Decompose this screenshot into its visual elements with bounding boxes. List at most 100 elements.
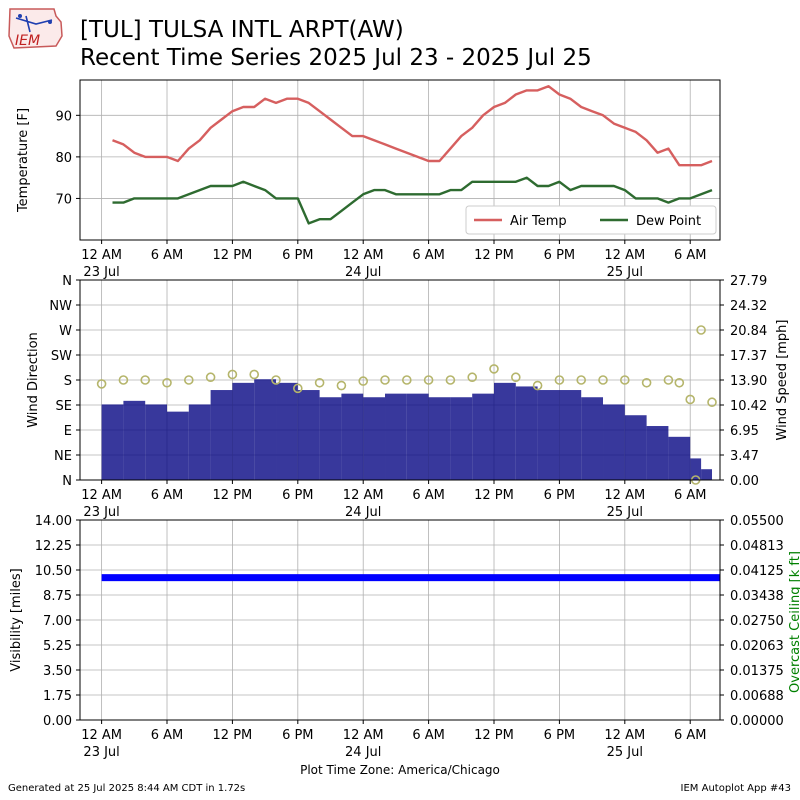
wind-speed-bar	[624, 415, 647, 480]
x-date-label: 24 Jul	[345, 265, 381, 280]
ceiling-axis-tick-label: 0.02063	[730, 639, 784, 654]
wind-direction-point	[423, 375, 434, 385]
wind-direction-axis-tick-label: N	[62, 274, 72, 289]
visibility-panel: 12 AM 6 AM 12 PM 6 PM 12 AM 6 AM 12 PM 6 PM 12 A…	[9, 514, 800, 760]
wind-speed-bar	[341, 393, 364, 480]
wind-speed-bar	[450, 397, 473, 480]
wind-speed-bar	[210, 390, 233, 480]
x-tick-label: 6 AM	[674, 728, 707, 743]
temperature-axis-label: Temperature [F]	[16, 108, 31, 213]
x-tick-label: 12 AM	[604, 248, 645, 263]
x-tick-label: 6 AM	[412, 248, 445, 263]
wind-direction-point	[511, 372, 521, 383]
wind-direction-axis-tick-label: E	[64, 424, 72, 439]
x-tick-label: 12 AM	[604, 728, 645, 743]
x-tick-label: 12 AM	[343, 488, 384, 503]
x-tick-label: 12 AM	[81, 248, 122, 263]
wind-panel: 12 AM 6 AM 12 PM 6 PM 12 AM 6 AM 12 PM 6 PM 12 A…	[26, 274, 790, 520]
x-tick-label: 6 PM	[282, 728, 313, 743]
wind-direction-point	[96, 379, 107, 389]
x-date-label: 24 Jul	[345, 745, 381, 760]
x-tick-label: 12 AM	[343, 728, 384, 743]
legend: Air Temp Dew Point	[465, 205, 717, 235]
x-tick-label: 6 PM	[282, 248, 313, 263]
wind-speed-bar	[167, 411, 189, 480]
x-tick-label: 6 AM	[151, 728, 184, 743]
wind-direction-point	[358, 376, 369, 386]
wind-direction-point	[576, 375, 587, 385]
generated-note: Generated at 25 Jul 2025 8:44 AM CDT in …	[8, 783, 246, 794]
visibility-axis-tick-label: 10.50	[35, 564, 72, 579]
visibility-axis-tick-label: 1.75	[43, 689, 72, 704]
visibility-axis-label: Visibility [miles]	[9, 568, 24, 671]
wind-direction-point	[249, 369, 260, 380]
wind-speed-bar	[319, 397, 342, 480]
wind-direction-axis-tick-label: NE	[54, 449, 72, 464]
wind-speed-bar	[701, 469, 713, 480]
wind-speed-bar	[297, 390, 320, 480]
wind-direction-axis-tick-label: S	[64, 374, 72, 389]
visibility-axis-tick-label: 14.00	[35, 514, 72, 529]
ceiling-axis-tick-label: 0.04813	[730, 539, 784, 554]
x-tick-label: 6 AM	[151, 248, 184, 263]
app-label: IEM Autoplot App #43	[680, 783, 791, 794]
panel-frame	[79, 279, 721, 481]
legend-label: Air Temp	[510, 214, 567, 229]
wind-direction-point	[205, 372, 216, 383]
wind-speed-bar	[646, 426, 669, 480]
x-date-label: 23 Jul	[83, 745, 119, 760]
wind-speed-axis-tick-label: 20.84	[730, 324, 767, 339]
wind-direction-point	[184, 375, 194, 385]
temperature-axis-tick-label: 90	[55, 109, 72, 124]
wind-direction-point	[140, 375, 151, 385]
wind-speed-bar	[603, 404, 625, 480]
temperature-axis-tick-label: 80	[55, 151, 72, 166]
ceiling-axis-tick-label: 0.00000	[730, 714, 784, 729]
ceiling-axis-tick-label: 0.00688	[730, 689, 784, 704]
wind-speed-bar	[276, 382, 298, 480]
air-temp-line	[112, 84, 713, 167]
wind-direction-point	[489, 364, 499, 374]
title-line-1: [TUL] TULSA INTL ARPT(AW)	[80, 17, 404, 43]
x-tick-label: 6 AM	[412, 488, 445, 503]
timezone-label: Plot Time Zone: America/Chicago	[300, 763, 500, 777]
x-date-label: 25 Jul	[607, 505, 643, 520]
wind-direction-point	[532, 380, 543, 391]
x-tick-label: 6 PM	[282, 488, 313, 503]
x-tick-label: 12 PM	[213, 248, 253, 263]
wind-speed-bar	[559, 390, 582, 480]
visibility-axis-tick-label: 5.25	[43, 639, 72, 654]
x-tick-label: 12 AM	[604, 488, 645, 503]
wind-direction-point	[467, 372, 478, 383]
wind-direction-axis-tick-label: SW	[51, 349, 72, 364]
ceiling-axis-tick-label: 0.01375	[730, 664, 784, 679]
wind-direction-point	[598, 375, 608, 385]
wind-speed-axis-tick-label: 17.37	[730, 349, 767, 364]
wind-speed-bar	[145, 404, 168, 480]
ceiling-axis-tick-label: 0.04125	[730, 564, 784, 579]
wind-direction-point	[380, 375, 390, 385]
x-tick-label: 12 PM	[474, 728, 514, 743]
wind-direction-point	[227, 369, 238, 380]
visibility-axis-tick-label: 0.00	[43, 714, 72, 729]
ceiling-axis-tick-label: 0.05500	[730, 514, 784, 529]
x-tick-label: 6 PM	[544, 248, 575, 263]
panel-frame	[79, 519, 721, 721]
wind-direction-axis-label: Wind Direction	[26, 332, 41, 428]
x-tick-label: 12 PM	[474, 248, 514, 263]
wind-direction-point	[620, 375, 630, 385]
wind-direction-point	[707, 397, 717, 408]
wind-direction-point	[663, 375, 674, 385]
x-date-label: 25 Jul	[607, 745, 643, 760]
wind-direction-point	[445, 375, 456, 385]
visibility-axis-tick-label: 3.50	[43, 664, 72, 679]
iem-logo: IEM	[8, 8, 63, 49]
wind-speed-bar	[101, 404, 124, 480]
wind-direction-axis-tick-label: SE	[56, 399, 72, 414]
wind-speed-axis-label: Wind Speed [mph]	[775, 320, 790, 441]
x-tick-label: 6 AM	[674, 488, 707, 503]
x-tick-label: 6 AM	[674, 248, 707, 263]
x-tick-label: 12 AM	[81, 728, 122, 743]
wind-speed-bar	[428, 397, 451, 480]
